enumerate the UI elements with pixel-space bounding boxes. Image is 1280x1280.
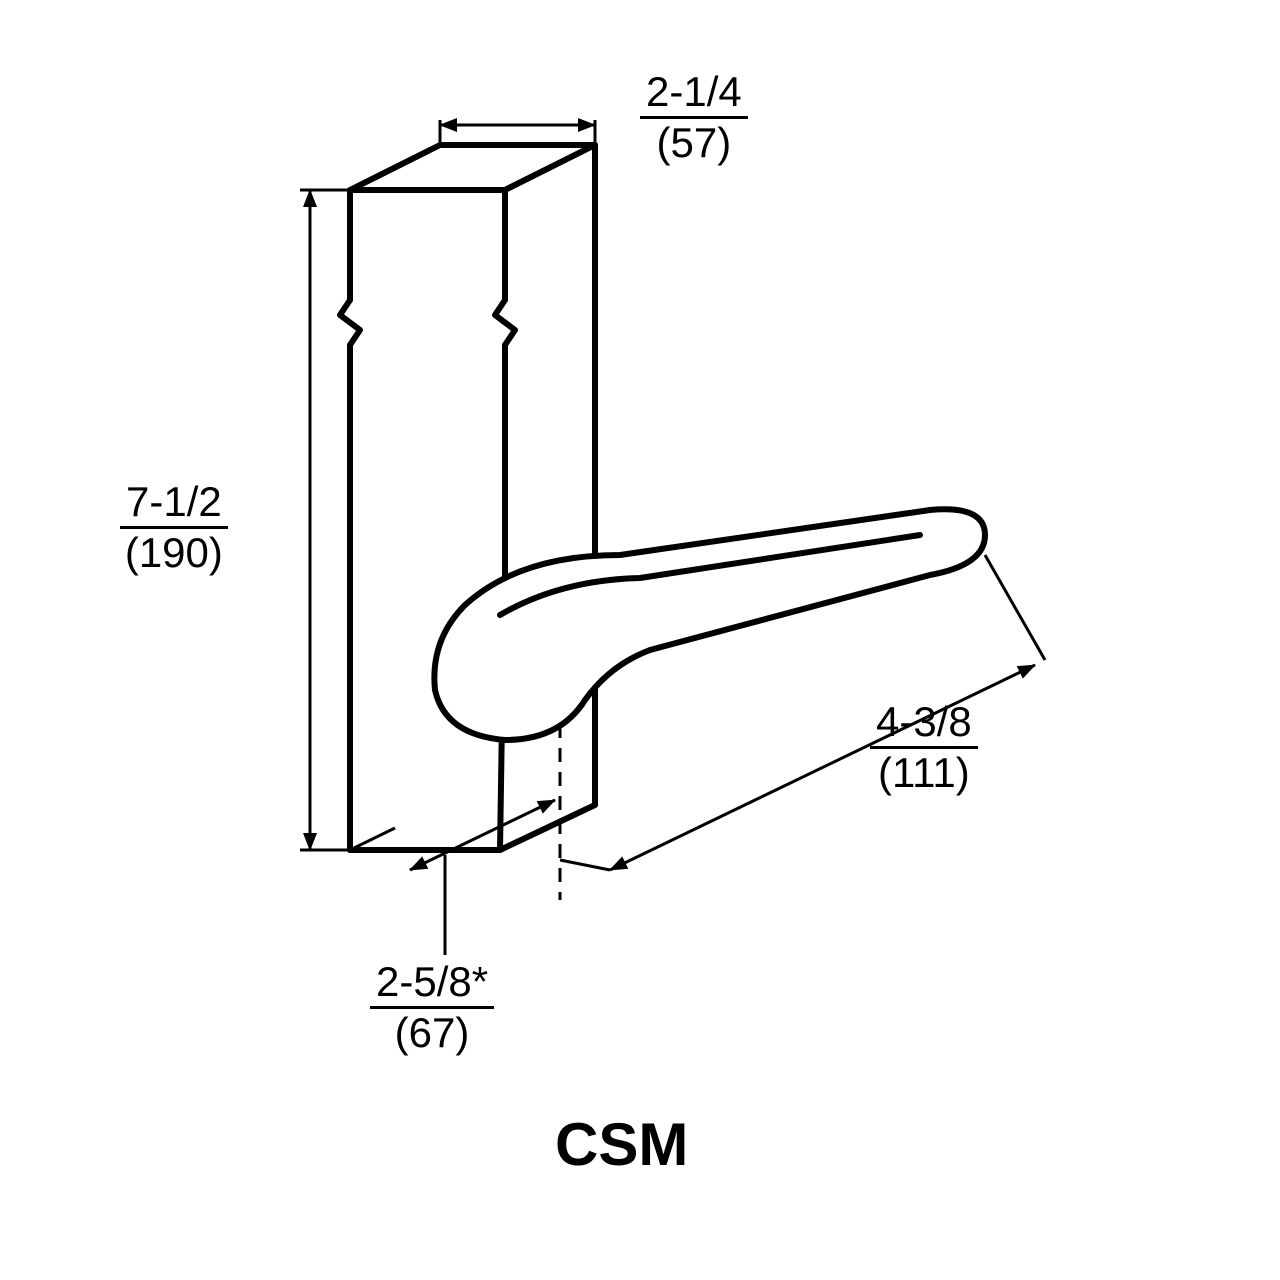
dim-width <box>440 120 595 145</box>
dim-label-height: 7-1/2 (190) <box>120 480 228 575</box>
dim-width-imperial: 2-1/4 <box>640 70 748 119</box>
escutcheon-plate <box>340 145 595 850</box>
dim-height <box>300 190 350 850</box>
dim-backset-imperial: 2-5/8* <box>370 960 494 1009</box>
dim-backset-metric: 67 <box>409 1009 456 1056</box>
diagram-title: CSM <box>555 1110 688 1179</box>
dim-width-metric: 57 <box>671 119 718 166</box>
dim-label-backset: 2-5/8* (67) <box>370 960 494 1055</box>
dim-height-imperial: 7-1/2 <box>120 480 228 529</box>
drawing-svg <box>0 0 1280 1280</box>
dim-label-projection: 4-3/8 (111) <box>870 700 978 795</box>
diagram-canvas: 2-1/4 (57) 7-1/2 (190) 2-5/8* (67) 4-3/8… <box>0 0 1280 1280</box>
dim-projection-imperial: 4-3/8 <box>870 700 978 749</box>
dim-label-width: 2-1/4 (57) <box>640 70 748 165</box>
dim-projection-metric: 111 <box>892 749 956 796</box>
dim-height-metric: 190 <box>139 529 209 576</box>
